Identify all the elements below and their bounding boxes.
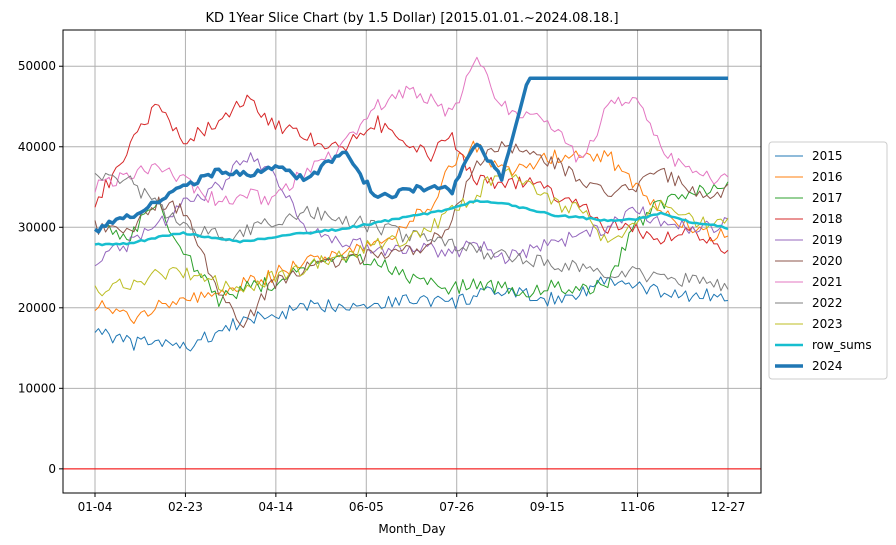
series-lines: [93, 56, 729, 352]
x-tick-label: 02-23: [168, 500, 203, 514]
legend-label-2018: 2018: [812, 212, 843, 226]
legend-label-2023: 2023: [812, 317, 843, 331]
series-line-2021: [94, 56, 729, 206]
legend-label-2024: 2024: [812, 359, 843, 373]
series-line-2016: [94, 140, 729, 324]
legend-label-2019: 2019: [812, 233, 843, 247]
series-line-2015: [94, 276, 729, 352]
x-tick-label: 01-04: [78, 500, 113, 514]
legend-label-row_sums: row_sums: [812, 338, 872, 352]
x-tick-label: 09-15: [530, 500, 565, 514]
series-line-2024: [93, 76, 728, 234]
legend-label-2022: 2022: [812, 296, 843, 310]
y-tick-label: 0: [48, 462, 56, 476]
series-line-2020: [94, 141, 729, 328]
x-tick-label: 11-06: [620, 500, 655, 514]
y-tick-label: 50000: [18, 59, 56, 73]
series-line-2017: [94, 181, 729, 307]
x-axis-label: Month_Day: [378, 522, 445, 536]
series-line-row_sums: [94, 199, 729, 247]
legend: 2015 2016 2017 2018 2019 2020 2021 2022 2023 row_…: [768, 141, 888, 380]
legend-label-2020: 2020: [812, 254, 843, 268]
series-line-2023: [94, 168, 729, 297]
x-tick-label: 07-26: [439, 500, 474, 514]
y-tick-label: 40000: [18, 140, 56, 154]
series-line-2018: [94, 94, 729, 254]
y-tick-label: 20000: [18, 301, 56, 315]
chart-title: KD 1Year Slice Chart (by 1.5 Dollar) [20…: [205, 11, 618, 26]
x-tick-label: 06-05: [349, 500, 384, 514]
y-tick-label: 30000: [18, 220, 56, 234]
axis-ticks: 01-04 02-23 04-14 06-05 07-26 09-15 11-06 12-27…: [18, 59, 746, 514]
x-tick-label: 12-27: [711, 500, 746, 514]
legend-label-2021: 2021: [812, 275, 843, 289]
legend-frame: [768, 141, 888, 380]
x-tick-label: 04-14: [258, 500, 293, 514]
legend-label-2017: 2017: [812, 191, 843, 205]
y-tick-label: 10000: [18, 381, 56, 395]
plot-area-frame: [62, 29, 762, 494]
legend-label-2016: 2016: [812, 170, 843, 184]
legend-label-2015: 2015: [812, 149, 843, 163]
